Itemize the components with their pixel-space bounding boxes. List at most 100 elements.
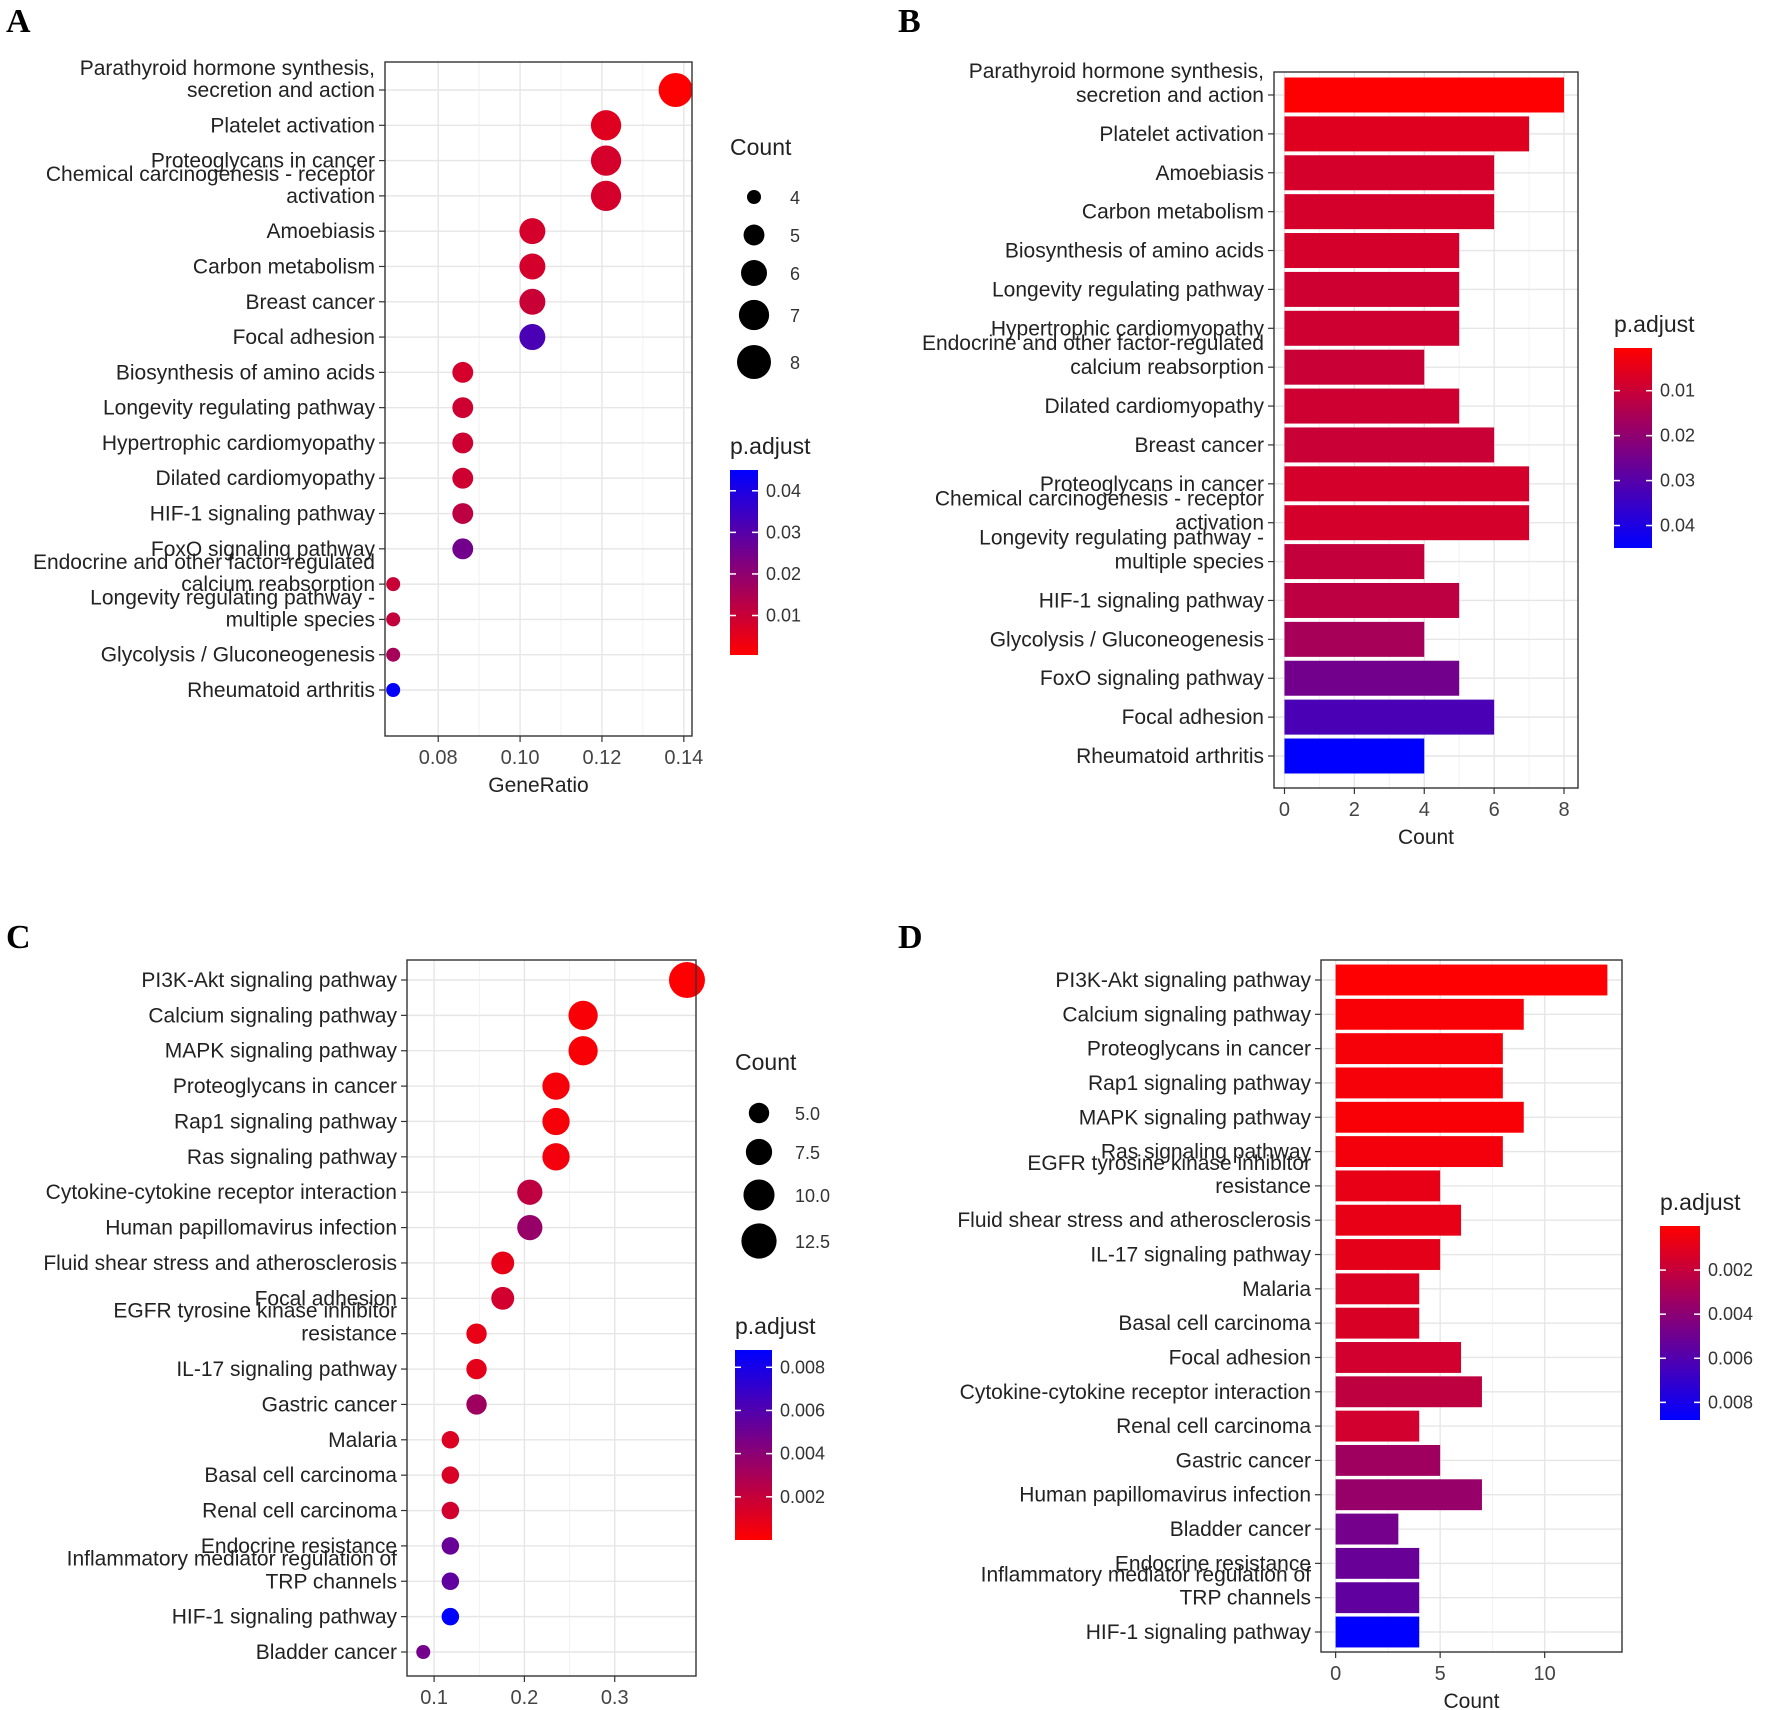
category-label-line: resistance <box>301 1323 397 1346</box>
data-point <box>519 324 546 351</box>
data-point <box>386 577 401 592</box>
category-label-line: Endocrine and other factor-regulated <box>922 332 1264 355</box>
category-label-line: Amoebiasis <box>1155 162 1264 185</box>
x-tick-label: 0.2 <box>511 1687 539 1709</box>
category-label-line: Dilated cardiomyopathy <box>1045 395 1265 418</box>
color-legend-label: 0.008 <box>780 1357 825 1377</box>
plot-frame <box>1273 71 1579 789</box>
size-legend-dot <box>745 1138 773 1166</box>
category-label-line: Human papillomavirus infection <box>105 1217 397 1240</box>
category-label: HIF-1 signaling pathway <box>172 1606 398 1629</box>
category-label-line: TRP channels <box>265 1570 397 1593</box>
category-label: Rheumatoid arthritis <box>187 679 375 702</box>
data-point <box>452 397 474 419</box>
data-point <box>452 503 474 524</box>
color-legend-title: p.adjust <box>735 1313 816 1339</box>
bar <box>1284 349 1425 385</box>
size-legend-title: Count <box>730 134 792 160</box>
category-label: Proteoglycans in cancer <box>151 150 375 173</box>
category-label-line: Ras signaling pathway <box>1101 1141 1312 1164</box>
data-point <box>568 1036 598 1066</box>
bar <box>1284 388 1460 424</box>
category-label-line: activation <box>286 185 375 208</box>
category-label: Basal cell carcinoma <box>1118 1312 1311 1335</box>
category-label: Dilated cardiomyopathy <box>156 467 376 490</box>
panel-letter: A <box>6 3 31 40</box>
category-label: FoxO signaling pathway <box>151 538 376 561</box>
x-axis: 0 2 4 6 8 Count <box>1279 788 1570 849</box>
bar <box>1335 1239 1441 1270</box>
category-label-line: Dilated cardiomyopathy <box>156 467 376 490</box>
category-label-line: Basal cell carcinoma <box>204 1464 397 1487</box>
category-label-line: PI3K-Akt signaling pathway <box>1055 969 1311 992</box>
category-label-line: calcium reabsorption <box>181 573 375 596</box>
category-label-line: Basal cell carcinoma <box>1118 1312 1311 1335</box>
category-label: Glycolysis / Gluconeogenesis <box>990 628 1264 651</box>
y-axis-labels: PI3K-Akt signaling pathway Calcium signal… <box>957 969 1321 1644</box>
category-label-line: Renal cell carcinoma <box>1116 1415 1311 1438</box>
category-label-line: Parathyroid hormone synthesis, <box>80 57 375 80</box>
category-label-line: Inflammatory mediator regulation of <box>981 1564 1311 1587</box>
category-label: Endocrine resistance <box>201 1535 397 1558</box>
plot-frame <box>384 61 693 737</box>
category-label: Breast cancer <box>245 291 375 314</box>
panel-letter: C <box>6 919 31 956</box>
color-legend-label: 0.01 <box>766 606 801 626</box>
x-axis-title: GeneRatio <box>488 774 588 797</box>
x-tick-label: 0 <box>1279 799 1290 821</box>
x-tick-label: 4 <box>1419 799 1430 821</box>
color-legend: p.adjust 0.008 0.006 0.004 0.002 <box>735 1313 825 1540</box>
x-tick-label: 6 <box>1489 799 1500 821</box>
x-tick-label: 2 <box>1349 799 1360 821</box>
x-tick-label: 0.10 <box>501 747 540 769</box>
color-bar <box>730 470 758 655</box>
category-label-line: multiple species <box>1115 551 1264 574</box>
category-label: Malaria <box>328 1429 397 1452</box>
category-label: Longevity regulating pathway -multiple s… <box>90 586 375 631</box>
color-legend-label: 0.02 <box>1660 426 1695 446</box>
category-label-line: Rap1 signaling pathway <box>174 1110 397 1133</box>
size-legend: Count 5.0 7.5 10.0 12.5 <box>735 1049 830 1259</box>
category-label: Ras signaling pathway <box>1101 1141 1312 1164</box>
category-label: Proteoglycans in cancer <box>173 1075 397 1098</box>
x-tick-label: 10 <box>1534 1663 1556 1685</box>
color-legend: p.adjust 0.01 0.02 0.03 0.04 <box>1614 311 1695 548</box>
category-label: PI3K-Akt signaling pathway <box>141 969 397 992</box>
bar <box>1335 1582 1420 1614</box>
category-label: Proteoglycans in cancer <box>1040 473 1264 496</box>
color-legend-title: p.adjust <box>730 433 811 459</box>
size-legend-title: Count <box>735 1049 797 1075</box>
data-point <box>519 218 546 245</box>
category-label-line: Gastric cancer <box>1176 1449 1311 1472</box>
category-label-line: Endocrine and other factor-regulated <box>33 551 375 574</box>
category-label-line: Ras signaling pathway <box>187 1146 398 1169</box>
category-label-line: Biosynthesis of amino acids <box>1005 240 1264 263</box>
data-point <box>519 253 546 280</box>
category-label: Platelet activation <box>210 114 375 137</box>
size-legend-label: 5 <box>790 226 800 246</box>
category-label-line: EGFR tyrosine kinase inhibitor <box>1027 1152 1311 1175</box>
category-label: Inflammatory mediator regulation of TRP c… <box>67 1547 397 1593</box>
category-label-line: Endocrine resistance <box>1115 1552 1311 1575</box>
category-label: Renal cell carcinoma <box>1116 1415 1311 1438</box>
bar <box>1335 1616 1420 1648</box>
category-label-line: Breast cancer <box>245 291 375 314</box>
data-point <box>386 683 401 697</box>
data-point <box>452 432 474 454</box>
data-point <box>441 1537 460 1555</box>
size-legend-dot <box>747 190 761 204</box>
category-label-line: Cytokine-cytokine receptor interaction <box>960 1381 1311 1404</box>
data-point <box>466 1394 487 1415</box>
color-legend-label: 0.006 <box>1708 1348 1753 1368</box>
bar <box>1335 1204 1462 1236</box>
category-label: Bladder cancer <box>1170 1518 1311 1541</box>
category-label: Endocrine and other factor-regulated calc… <box>33 551 375 596</box>
bar <box>1335 1513 1399 1545</box>
plot-frame <box>406 959 697 1677</box>
category-label: Biosynthesis of amino acids <box>116 361 375 384</box>
size-legend-label: 6 <box>790 264 800 284</box>
category-label-line: Calcium signaling pathway <box>1062 1003 1311 1026</box>
category-label: Dilated cardiomyopathy <box>1045 395 1265 418</box>
size-legend: Count 4 5 6 7 8 <box>730 134 800 379</box>
panel-letter: D <box>898 919 923 956</box>
